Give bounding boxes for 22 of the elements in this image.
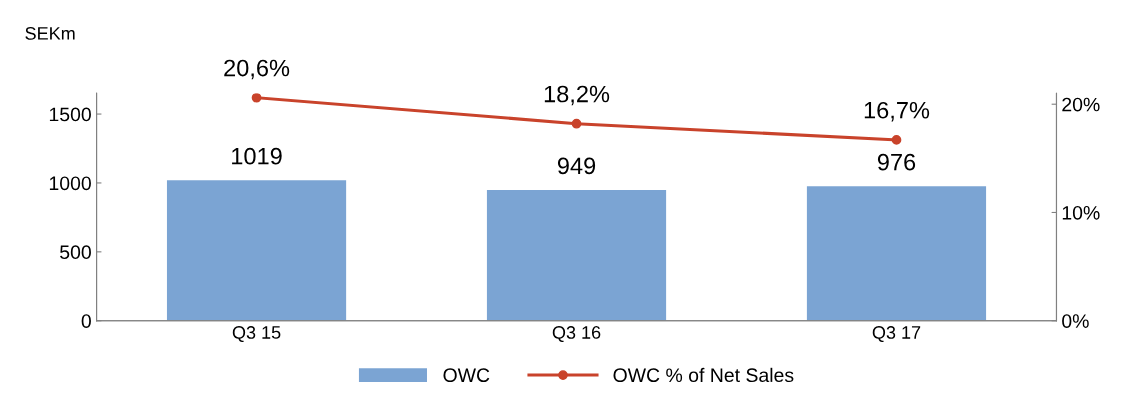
data-label: 976 [877,153,916,171]
y-tick-label: 1000 [49,176,91,191]
y-tick-label: 1500 [49,107,91,122]
legend-label: OWC % of Net Sales [613,367,794,383]
y2-tick-label: 0% [1062,314,1089,328]
point [571,118,582,129]
x-tick-label: Q3 15 [232,326,281,343]
y-tick-label: 0 [81,314,91,328]
data-label: 18,2% [544,85,610,106]
y2-tick-label: 10% [1062,205,1100,220]
x-tick-label: Q3 16 [552,326,601,343]
y2-tick-label: 20% [1062,97,1100,112]
legend-label: OWC [443,368,490,383]
x-tick-label: Q3 17 [872,326,921,343]
point [891,135,902,145]
y-tick-label: 500 [60,245,91,260]
data-label: 1019 [232,147,282,165]
y-axis-title: SEKm [25,27,75,40]
data-label: 949 [557,157,596,175]
data-label: 20,6% [224,59,290,80]
point [251,93,262,103]
data-label: 16,7% [864,101,930,122]
